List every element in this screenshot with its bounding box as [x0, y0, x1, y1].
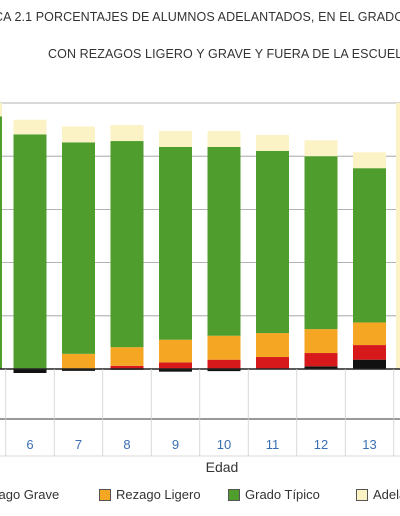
bar-12-series-3 [304, 156, 338, 330]
category-label-9: 9 [172, 437, 179, 452]
bar-10-series-2 [207, 335, 241, 360]
title-line-2: CON REZAGOS LIGERO Y GRAVE Y FUERA DE LA… [48, 47, 400, 61]
bar-11-series-1 [256, 357, 289, 369]
chart-legend: zago Grave Rezago Ligero Grado Típico Ad… [0, 484, 400, 508]
bar-9-series-0 [159, 369, 192, 372]
category-label-11: 11 [266, 437, 280, 452]
bar-10-series-0 [207, 369, 241, 372]
bar-partial-left-top [0, 103, 2, 117]
bar-13-series-1 [353, 345, 386, 360]
bar-10-series-3 [207, 146, 241, 336]
legend-item-adelantados: Adela [356, 486, 400, 506]
bar-7-series-3 [62, 142, 95, 354]
stacked-bar-chart: 6 7 8 9 10 11 12 13 Edad [0, 102, 400, 475]
bar-9-series-4 [159, 130, 192, 147]
legend-label-rezago-ligero: Rezago Ligero [116, 487, 201, 503]
bar-7-series-2 [62, 353, 95, 369]
bar-6-series-0 [13, 369, 47, 373]
bar-12-series-2 [304, 329, 338, 354]
bar-8-series-3 [110, 141, 144, 348]
bar-6-series-4 [13, 119, 47, 135]
bar-6-series-3 [13, 134, 47, 369]
title-line-1: CA 2.1 PORCENTAJES DE ALUMNOS ADELANTADO… [0, 10, 400, 24]
bar-13-series-4 [353, 152, 386, 169]
category-label-8: 8 [123, 437, 130, 452]
bar-12-series-0 [304, 366, 338, 369]
bar-9-series-2 [159, 339, 192, 363]
bar-9-series-3 [159, 146, 192, 340]
legend-label-grado-tipico: Grado Típico [245, 487, 320, 503]
bar-10-series-4 [207, 130, 241, 147]
legend-swatch-adelantados [356, 488, 368, 501]
legend-swatch-rezago-ligero [99, 488, 111, 501]
legend-swatch-grado-tipico [228, 488, 240, 501]
bar-7-series-0 [62, 369, 95, 371]
bar-12-series-4 [304, 140, 338, 157]
bar-partial-right [396, 103, 400, 369]
bar-13-series-3 [353, 168, 386, 323]
bar-9-series-1 [159, 362, 192, 369]
bar-8-series-4 [110, 125, 144, 142]
bar-10-series-1 [207, 359, 241, 369]
bar-11-series-4 [256, 134, 289, 151]
category-label-6: 6 [26, 437, 33, 452]
bar-12-series-1 [304, 353, 338, 367]
category-label-7: 7 [75, 437, 82, 452]
category-label-13: 13 [362, 437, 376, 452]
bar-13-series-0 [353, 359, 386, 369]
legend-label-adelantados: Adela [373, 487, 400, 503]
legend-item-grado-tipico: Grado Típico [228, 486, 320, 506]
legend-item-rezago-ligero: Rezago Ligero [99, 486, 201, 506]
category-label-12: 12 [314, 437, 328, 452]
bar-11-series-3 [256, 150, 289, 334]
x-axis-title: Edad [206, 459, 239, 475]
bar-partial-left [0, 116, 2, 369]
bar-7-series-4 [62, 126, 95, 143]
legend-item-rezago-grave: zago Grave [0, 486, 59, 506]
chart-title: CA 2.1 PORCENTAJES DE ALUMNOS ADELANTADO… [0, 0, 400, 70]
bar-8-series-1 [110, 365, 144, 369]
category-label-10: 10 [217, 437, 231, 452]
bar-11-series-2 [256, 333, 289, 358]
bar-8-series-2 [110, 347, 144, 366]
legend-label-rezago-grave: zago Grave [0, 487, 60, 503]
bar-13-series-2 [353, 322, 386, 346]
